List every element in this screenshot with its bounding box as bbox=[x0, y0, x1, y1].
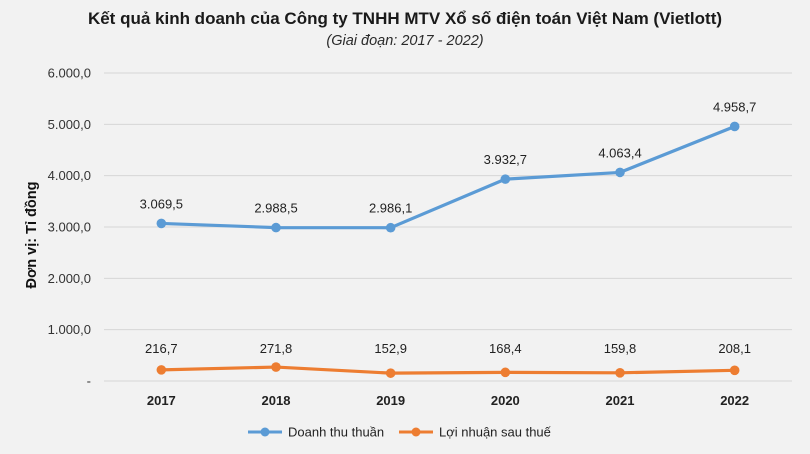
data-label: 4.063,4 bbox=[598, 145, 641, 160]
y-tick-label: 1.000,0 bbox=[48, 322, 91, 337]
x-tick-label: 2019 bbox=[376, 393, 405, 408]
x-tick-label: 2018 bbox=[262, 393, 291, 408]
y-tick-label: - bbox=[87, 374, 91, 389]
legend: Doanh thu thuần Lợi nhuận sau thuế bbox=[248, 425, 552, 440]
series-line bbox=[159, 365, 737, 375]
data-label: 208,1 bbox=[718, 341, 751, 356]
x-tick-label: 2022 bbox=[720, 393, 749, 408]
data-label: 159,8 bbox=[604, 341, 637, 356]
data-label: 216,7 bbox=[145, 341, 178, 356]
y-tick-label: 4.000,0 bbox=[48, 168, 91, 183]
data-point bbox=[271, 222, 281, 233]
data-label: 271,8 bbox=[260, 341, 293, 356]
data-label: 3.069,5 bbox=[140, 196, 183, 211]
y-tick-label: 5.000,0 bbox=[48, 117, 91, 132]
data-point bbox=[385, 368, 396, 378]
data-point bbox=[156, 365, 167, 375]
chart-subtitle: (Giai đoạn: 2017 - 2022) bbox=[326, 33, 484, 49]
data-point bbox=[615, 367, 625, 378]
data-labels: 3.069,5 2.988,5 2.986,1 3.932,7 4.063,4 4.958… bbox=[140, 99, 757, 356]
y-axis-ticks: - 1.000,0 2.000,0 3.000,0 4.000,0 5.000,0 6.00… bbox=[48, 66, 91, 389]
legend-marker bbox=[260, 427, 270, 437]
chart-title: Kết quả kinh doanh của Công ty TNHH MTV … bbox=[87, 9, 723, 28]
data-label: 152,9 bbox=[374, 341, 407, 356]
x-tick-label: 2021 bbox=[606, 393, 635, 408]
data-point bbox=[271, 362, 281, 372]
series-lines bbox=[156, 121, 740, 378]
data-point bbox=[500, 367, 511, 378]
data-label: 2.988,5 bbox=[254, 201, 297, 216]
legend-marker bbox=[411, 427, 421, 437]
gridlines bbox=[104, 72, 792, 382]
y-tick-label: 6.000,0 bbox=[48, 66, 91, 81]
x-tick-label: 2020 bbox=[491, 393, 520, 408]
series-line bbox=[159, 124, 737, 230]
x-axis-ticks: 2017 2018 2019 2020 2021 2022 bbox=[147, 393, 749, 408]
data-point bbox=[385, 222, 396, 233]
legend-label: Doanh thu thuần bbox=[288, 425, 384, 440]
data-point bbox=[729, 365, 740, 376]
data-label: 2.986,1 bbox=[369, 201, 412, 216]
data-label: 168,4 bbox=[489, 341, 522, 356]
y-axis-label: Đơn vị: Tỉ đồng bbox=[24, 182, 40, 289]
y-tick-label: 2.000,0 bbox=[48, 271, 91, 286]
data-point bbox=[729, 121, 740, 132]
legend-label: Lợi nhuận sau thuế bbox=[439, 425, 552, 440]
x-tick-label: 2017 bbox=[147, 393, 176, 408]
data-label: 3.932,7 bbox=[484, 152, 527, 167]
y-tick-label: 3.000,0 bbox=[48, 220, 91, 235]
data-point bbox=[500, 174, 511, 184]
data-point bbox=[615, 167, 625, 178]
data-label: 4.958,7 bbox=[713, 99, 756, 114]
data-point bbox=[156, 218, 167, 229]
